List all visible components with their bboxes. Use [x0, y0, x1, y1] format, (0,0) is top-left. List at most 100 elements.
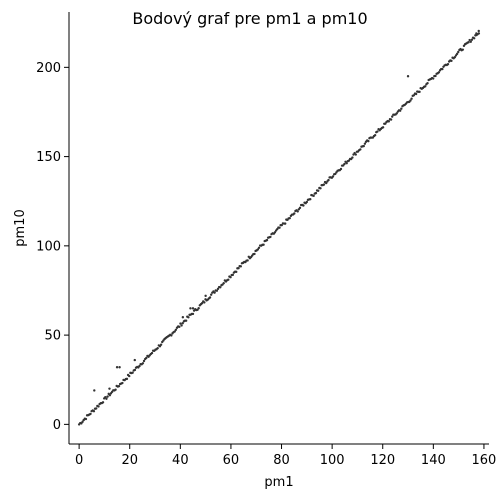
data-point-outlier — [115, 366, 119, 369]
data-point — [296, 210, 299, 213]
data-point — [453, 56, 457, 59]
data-point — [208, 296, 212, 299]
data-point — [477, 29, 480, 33]
data-point — [400, 107, 403, 110]
data-point-outlier — [204, 294, 207, 298]
x-tick-label: 80 — [273, 453, 290, 468]
data-point — [327, 178, 330, 182]
data-point — [173, 330, 176, 333]
data-point — [410, 97, 413, 100]
data-point — [191, 312, 195, 316]
y-tick-label: 150 — [36, 150, 61, 165]
data-point — [446, 62, 450, 66]
data-point — [450, 59, 453, 63]
data-point-outlier — [406, 75, 410, 78]
data-point — [409, 99, 412, 102]
data-point — [418, 90, 421, 94]
data-point — [235, 270, 238, 274]
data-point — [461, 48, 465, 51]
data-point — [284, 222, 287, 225]
data-point-outlier — [477, 32, 481, 35]
x-ticks: 0 20 40 60 80 100 120 140 160 — [75, 444, 496, 468]
data-point — [219, 286, 222, 289]
data-point — [343, 162, 346, 166]
data-point — [231, 273, 235, 277]
data-point — [105, 397, 108, 400]
data-point — [395, 112, 398, 115]
x-tick-label: 0 — [75, 453, 83, 468]
y-ticks: 0 50 100 150 200 — [36, 61, 69, 433]
data-point-outlier — [189, 307, 192, 310]
data-point — [213, 291, 216, 294]
x-tick-label: 120 — [370, 453, 395, 468]
data-point — [381, 126, 385, 129]
data-point — [468, 38, 471, 42]
data-point — [312, 194, 315, 198]
data-point — [97, 405, 100, 408]
data-point — [367, 139, 370, 143]
data-point — [359, 148, 362, 151]
x-tick-label: 40 — [172, 453, 189, 468]
x-tick-label: 20 — [121, 453, 138, 468]
data-point — [363, 142, 367, 145]
data-point — [269, 235, 272, 239]
data-point — [131, 371, 134, 374]
y-axis-label: pm10 — [13, 209, 28, 246]
data-point — [265, 238, 269, 242]
data-point-outlier — [133, 358, 136, 362]
data-point — [114, 388, 117, 391]
data-point — [339, 167, 343, 171]
data-point — [156, 346, 159, 350]
data-point — [319, 187, 322, 190]
data-point — [257, 246, 261, 250]
data-point — [84, 417, 88, 421]
data-point — [305, 200, 309, 204]
data-point — [376, 130, 379, 133]
data-point — [414, 92, 418, 96]
data-point — [317, 189, 320, 192]
data-point — [187, 316, 190, 319]
data-point — [432, 77, 435, 80]
data-point-outlier — [191, 307, 195, 310]
data-point — [314, 191, 318, 195]
data-point — [106, 395, 109, 398]
data-point — [362, 144, 365, 148]
data-point — [239, 265, 242, 268]
data-point — [209, 293, 213, 296]
data-point-outlier — [181, 316, 185, 319]
data-point — [125, 377, 129, 381]
data-point — [322, 183, 326, 186]
data-point — [95, 407, 98, 410]
data-point — [424, 85, 427, 88]
data-point — [227, 278, 230, 281]
data-point — [181, 322, 184, 325]
data-point — [184, 319, 188, 322]
data-point — [426, 81, 429, 85]
data-point — [145, 356, 148, 360]
x-tick-label: 140 — [421, 453, 446, 468]
data-point — [200, 302, 204, 305]
data-point-outlier — [118, 366, 121, 369]
data-point — [293, 212, 296, 215]
data-point — [441, 67, 444, 71]
data-point — [141, 362, 145, 365]
data-point — [437, 71, 441, 74]
data-point — [278, 226, 281, 229]
data-point — [159, 343, 163, 346]
x-axis-label: pm1 — [264, 475, 293, 490]
data-point-outlier — [475, 32, 478, 35]
data-point — [81, 420, 84, 424]
data-point — [101, 401, 105, 404]
data-point — [138, 364, 141, 368]
data-point — [391, 115, 394, 118]
data-point — [298, 206, 302, 210]
data-point — [150, 351, 154, 355]
data-point — [387, 120, 391, 123]
x-tick-label: 100 — [320, 453, 345, 468]
data-point — [222, 282, 225, 285]
data-point — [246, 259, 249, 262]
data-point — [237, 267, 240, 270]
data-point — [180, 324, 183, 327]
data-point — [197, 307, 200, 310]
